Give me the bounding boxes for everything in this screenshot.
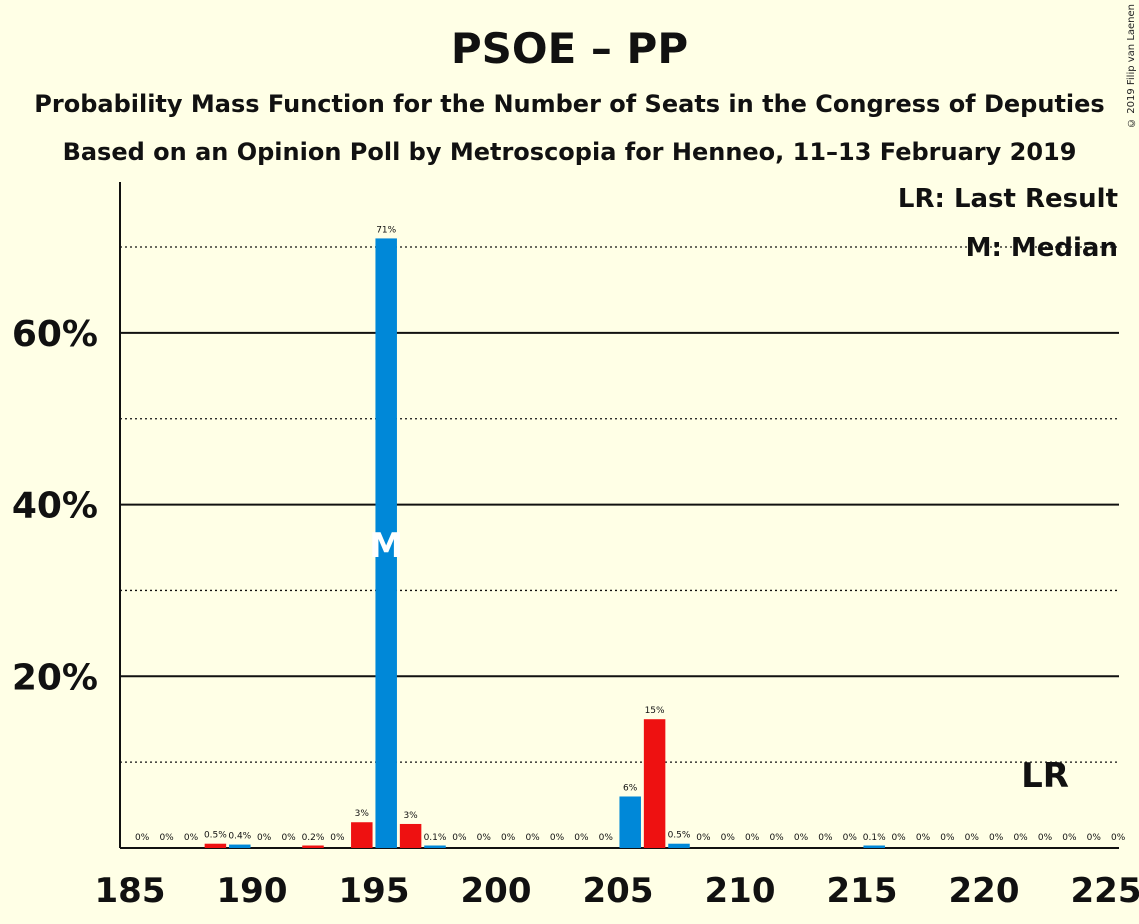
- bar-value-label: 0%: [891, 833, 906, 843]
- bar-value-label: 0%: [1038, 833, 1053, 843]
- bar-value-label: 0%: [1087, 833, 1102, 843]
- median-marker: M: [369, 526, 403, 566]
- bar-value-label: 3%: [355, 809, 370, 819]
- bar-value-label: 0%: [794, 833, 809, 843]
- bar-value-label: 0%: [916, 833, 931, 843]
- bar-seat-198: [424, 845, 446, 848]
- bar-value-label: 0%: [135, 833, 150, 843]
- y-tick-label: 60%: [12, 314, 98, 355]
- bar-value-label: 0%: [940, 833, 955, 843]
- bar-value-label: 0%: [159, 833, 174, 843]
- bar-value-label: 0%: [184, 833, 199, 843]
- bar-seat-208: [668, 843, 690, 848]
- bar-value-label: 0%: [599, 833, 614, 843]
- legend-last-result: LR: Last Result: [897, 184, 1118, 214]
- bar-value-label: 0%: [257, 833, 272, 843]
- bar-value-label: 0.1%: [424, 833, 447, 843]
- bar-seat-206: [619, 796, 641, 848]
- legend-median: M: Median: [965, 233, 1118, 263]
- x-tick-label: 185: [95, 871, 166, 911]
- bar-value-label: 0%: [818, 833, 833, 843]
- bar-value-label: 15%: [645, 706, 665, 716]
- bar-value-label: 0%: [330, 833, 345, 843]
- bar-value-label: 0.5%: [204, 831, 227, 841]
- x-tick-label: 195: [339, 871, 410, 911]
- bar-value-label: 0%: [745, 833, 760, 843]
- bar-value-label: 0%: [989, 833, 1004, 843]
- x-tick-label: 205: [583, 871, 654, 911]
- x-tick-label: 225: [1071, 871, 1139, 911]
- x-tick-label: 190: [217, 871, 288, 911]
- bar-value-label: 0.2%: [302, 833, 325, 843]
- bar-value-label: 0%: [477, 833, 492, 843]
- bar-value-label: 0%: [769, 833, 784, 843]
- bar-value-label: 0.1%: [863, 833, 886, 843]
- bar-seat-207: [643, 719, 666, 848]
- bar-value-label: 0%: [525, 833, 540, 843]
- x-tick-label: 220: [949, 871, 1020, 911]
- bar-seat-216: [863, 845, 885, 848]
- chart-subtitle: Probability Mass Function for the Number…: [34, 90, 1105, 118]
- last-result-marker: LR: [1021, 756, 1069, 796]
- bar-value-label: 0%: [574, 833, 589, 843]
- bar-value-label: 0.4%: [228, 832, 251, 842]
- bar-value-label: 0%: [452, 833, 467, 843]
- bar-value-label: 0%: [281, 833, 296, 843]
- chart-subtitle-source: Based on an Opinion Poll by Metroscopia …: [62, 138, 1077, 166]
- bar-value-label: 0%: [550, 833, 565, 843]
- bar-value-label: 0%: [696, 833, 711, 843]
- bar-seat-193: [302, 845, 324, 848]
- bar-value-label: 0%: [1013, 833, 1028, 843]
- bar-value-label: 0%: [501, 833, 516, 843]
- bar-seat-189: [204, 843, 227, 848]
- bar-seat-197: [399, 823, 422, 848]
- bar-seat-190: [229, 844, 251, 848]
- bar-value-label: 6%: [623, 783, 638, 793]
- bar-value-label: 0%: [965, 833, 980, 843]
- y-tick-label: 40%: [12, 486, 98, 527]
- chart-title: PSOE – PP: [450, 24, 689, 73]
- bar-value-label: 3%: [403, 811, 418, 821]
- x-tick-label: 215: [827, 871, 898, 911]
- bar-value-label: 0.5%: [668, 831, 691, 841]
- bar-value-label: 0%: [721, 833, 736, 843]
- x-tick-label: 200: [461, 871, 532, 911]
- bar-value-label: 0%: [843, 833, 858, 843]
- bar-value-label: 0%: [1111, 833, 1126, 843]
- bar-seat-195: [351, 822, 373, 848]
- bar-seat-196: [375, 238, 397, 848]
- y-tick-label: 20%: [12, 657, 98, 698]
- x-tick-label: 210: [705, 871, 776, 911]
- bar-value-label: 71%: [376, 225, 396, 235]
- bar-value-label: 0%: [1062, 833, 1077, 843]
